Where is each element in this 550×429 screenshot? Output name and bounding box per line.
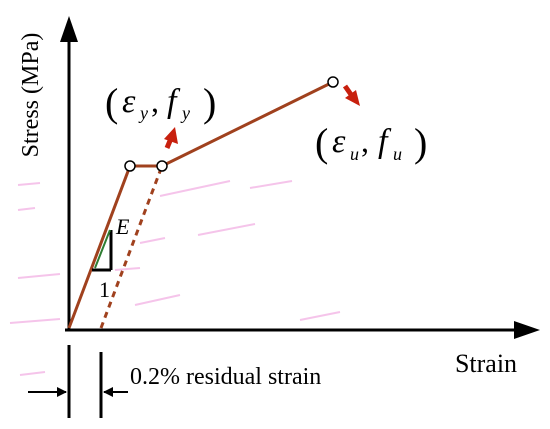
y-axis-label: Stress (MPa) bbox=[18, 33, 44, 158]
background-artifacts bbox=[9, 180, 341, 376]
yield-arrow bbox=[164, 127, 178, 149]
residual-strain-label: 0.2% residual strain bbox=[130, 364, 321, 390]
svg-text:f: f bbox=[167, 83, 181, 120]
svg-text:,: , bbox=[151, 83, 159, 119]
svg-text:u: u bbox=[350, 144, 359, 164]
yield-point bbox=[156, 160, 168, 172]
residual-strain-dimension bbox=[28, 345, 128, 418]
ultimate-point bbox=[327, 76, 339, 88]
stress-strain-curve bbox=[67, 80, 334, 329]
svg-text:,: , bbox=[361, 123, 369, 159]
y-axis-arrowhead bbox=[60, 16, 78, 42]
x-axis-label: Strain bbox=[455, 349, 517, 378]
modulus-label: E bbox=[115, 214, 130, 239]
svg-text:(: ( bbox=[105, 80, 118, 125]
svg-text:f: f bbox=[378, 123, 392, 160]
svg-text:ε: ε bbox=[122, 83, 136, 120]
ultimate-arrow bbox=[342, 84, 360, 106]
svg-text:): ) bbox=[203, 80, 216, 125]
svg-text:u: u bbox=[393, 144, 402, 164]
elastic-limit-point bbox=[124, 160, 136, 172]
svg-text:y: y bbox=[180, 103, 190, 123]
axes bbox=[60, 16, 540, 339]
x-axis-arrowhead bbox=[514, 321, 540, 339]
svg-text:ε: ε bbox=[332, 123, 346, 160]
slope-triangle bbox=[92, 229, 113, 272]
svg-text:(: ( bbox=[315, 120, 328, 165]
svg-text:): ) bbox=[414, 120, 427, 165]
svg-text:y: y bbox=[138, 103, 148, 123]
ultimate-point-label: ( ε u , f u ) bbox=[315, 120, 427, 165]
slope-run-label: 1 bbox=[99, 277, 110, 302]
yield-point-label: ( ε y , f y ) bbox=[105, 80, 216, 125]
offset-dashed-line bbox=[99, 165, 164, 329]
